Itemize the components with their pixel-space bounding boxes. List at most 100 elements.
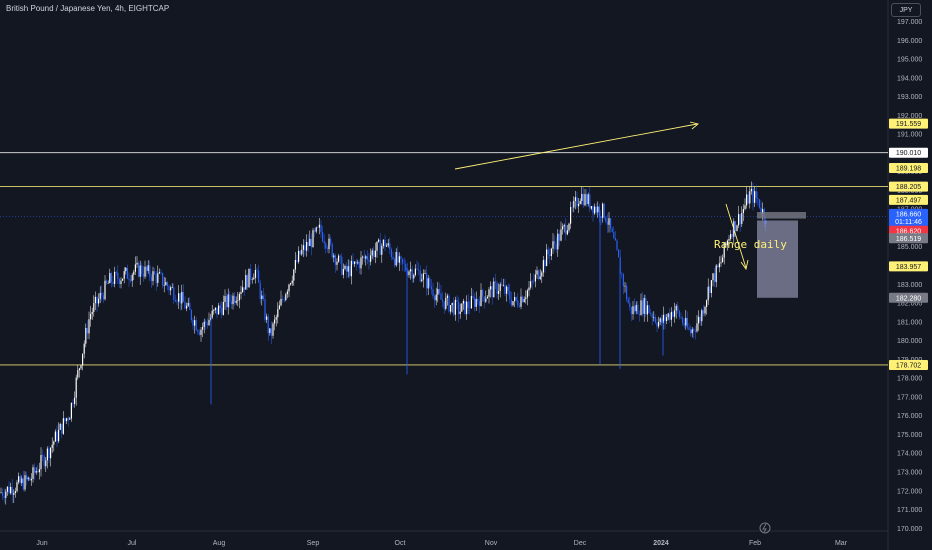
candle-body — [490, 286, 492, 290]
candle-body — [184, 301, 186, 309]
candle-body — [310, 238, 312, 248]
candle-body — [294, 260, 296, 270]
price-badge-label: 178.702 — [896, 362, 921, 369]
candle-body — [530, 281, 532, 288]
candle-body — [582, 193, 584, 206]
candle-body — [11, 486, 13, 495]
candle-body — [730, 234, 732, 239]
candle-body — [162, 273, 164, 286]
candle-body — [502, 285, 504, 286]
candle-body — [632, 306, 634, 315]
candle-body — [712, 273, 714, 281]
candle-body — [40, 455, 42, 470]
candle-body — [317, 227, 319, 229]
candle-body — [522, 296, 524, 303]
candle-body — [723, 242, 725, 258]
candle-body — [666, 317, 668, 321]
currency-selector-button[interactable]: JPY — [891, 3, 921, 17]
candle-body — [528, 287, 530, 291]
price-badge-label: 191.559 — [896, 121, 921, 128]
candle-body — [390, 249, 392, 258]
candle-body — [437, 289, 439, 295]
candle-body — [312, 230, 314, 248]
candle-body — [538, 270, 540, 280]
x-tick-label: Jun — [36, 540, 47, 547]
candle-body — [6, 486, 8, 492]
candle-body — [326, 248, 328, 250]
candle-body — [435, 294, 437, 301]
candle-body — [147, 265, 149, 271]
candle-body — [707, 286, 709, 301]
candle-body — [650, 313, 652, 315]
y-tick-label: 196.000 — [897, 38, 922, 45]
candle-body — [126, 267, 128, 279]
candle-body — [643, 297, 645, 314]
candle-body — [280, 298, 282, 306]
candle-body — [418, 269, 420, 271]
candle-body — [717, 265, 719, 268]
candle-body — [69, 418, 71, 420]
candle-body — [662, 314, 664, 323]
candle-body — [624, 285, 626, 287]
price-badge — [889, 233, 928, 244]
candle-body — [347, 266, 349, 272]
candle-body — [554, 241, 556, 244]
candle-body — [718, 263, 720, 268]
candle-body — [80, 365, 82, 369]
candle-body — [422, 273, 424, 280]
candle-body — [133, 271, 135, 275]
candle-body — [86, 327, 88, 334]
candle-body — [35, 471, 37, 473]
candle-body — [395, 252, 397, 266]
candle-body — [654, 317, 656, 323]
candle-body — [235, 300, 237, 303]
candle-body — [424, 273, 426, 274]
candle-body — [515, 297, 517, 301]
candle-body — [701, 310, 703, 322]
candle-body — [10, 486, 12, 494]
candle-body — [608, 218, 610, 225]
y-tick-label: 195.000 — [897, 57, 922, 64]
candle-body — [307, 241, 309, 246]
candle-body — [704, 306, 706, 314]
candle-body — [261, 295, 263, 299]
candle-body — [459, 311, 461, 314]
candle-body — [112, 281, 114, 284]
price-badge — [889, 162, 928, 173]
candle-body — [626, 285, 628, 300]
candle-body — [130, 279, 132, 281]
price-badge-label: 182.280 — [896, 295, 921, 302]
candle-body — [77, 370, 79, 378]
candle-body — [371, 250, 373, 256]
candle-body — [416, 268, 418, 270]
candle-body — [542, 260, 544, 273]
candle-body — [234, 295, 236, 303]
candle-body — [32, 467, 34, 479]
candle-body — [373, 250, 375, 257]
candle-body — [323, 241, 325, 244]
candle-body — [656, 322, 658, 327]
candle-body — [738, 214, 740, 226]
price-badge — [889, 292, 928, 303]
candle-body — [178, 293, 180, 302]
candle-body — [154, 271, 156, 275]
candle-body — [659, 318, 661, 322]
candle-body — [480, 289, 482, 307]
candle-body — [664, 314, 666, 321]
candle-body — [675, 305, 677, 311]
candle-body — [539, 276, 541, 280]
candle-body — [243, 287, 245, 290]
candle-body — [336, 261, 338, 265]
candle-body — [318, 224, 320, 228]
candle-body — [125, 267, 127, 272]
price-badge-label: 186.620 — [896, 228, 921, 235]
candle-body — [678, 310, 680, 318]
candle-body — [446, 295, 448, 298]
candle-body — [635, 304, 637, 312]
y-tick-label: 170.000 — [897, 526, 922, 533]
candle-body — [686, 317, 688, 328]
candle-body — [563, 225, 565, 227]
candle-body — [414, 268, 416, 275]
candle-body — [213, 309, 215, 311]
